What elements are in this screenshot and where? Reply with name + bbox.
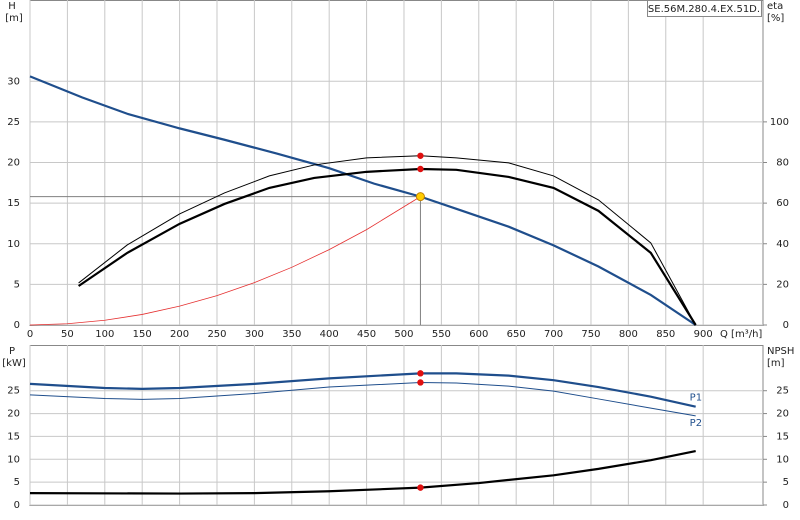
curve — [29, 196, 421, 326]
y2-tick-label: 60 — [776, 198, 789, 209]
x-tick-label: 850 — [656, 329, 675, 340]
y2-tick-label: 15 — [776, 431, 789, 442]
y-axis-label: P — [9, 346, 15, 357]
y2-tick-label: 10 — [776, 454, 789, 465]
x-tick-label: 800 — [619, 329, 638, 340]
x-tick-label: 500 — [394, 329, 413, 340]
y-tick-label: 15 — [7, 198, 20, 209]
y-tick-label: 15 — [7, 431, 20, 442]
y2-axis-label: NPSH — [767, 346, 794, 357]
x-tick-label: 50 — [61, 329, 74, 340]
y-tick-label: 0 — [14, 320, 20, 331]
plot-area — [29, 345, 764, 506]
y-tick-label: 20 — [7, 409, 20, 420]
y2-tick-label: 100 — [770, 117, 789, 128]
x-tick-label: 700 — [544, 329, 563, 340]
y2-tick-label: 40 — [776, 239, 789, 250]
x-tick-label: 300 — [245, 329, 264, 340]
y2-tick-label: 25 — [776, 386, 789, 397]
y2-tick-label: 0 — [783, 320, 789, 331]
y-axis-unit: [kW] — [2, 358, 26, 369]
y2-tick-label: 20 — [776, 279, 789, 290]
operating-point — [415, 192, 425, 202]
y-axis-label: H — [8, 1, 16, 12]
x-tick-label: 400 — [320, 329, 339, 340]
operating-point — [417, 484, 424, 491]
x-axis-label: Q [m³/h] — [720, 329, 762, 340]
y2-axis-label: eta — [767, 1, 783, 12]
operating-point — [417, 152, 424, 159]
y-tick-label: 10 — [7, 239, 20, 250]
x-tick-label: 550 — [432, 329, 451, 340]
y-tick-label: 5 — [14, 477, 20, 488]
curve — [29, 449, 696, 495]
title-box — [647, 0, 762, 17]
x-tick-label: 150 — [133, 329, 152, 340]
x-tick-label: 650 — [507, 329, 526, 340]
y2-tick-label: 0 — [783, 500, 789, 511]
x-tick-label: 350 — [282, 329, 301, 340]
y2-axis-unit: [%] — [767, 13, 784, 24]
series-label: P2 — [690, 418, 702, 429]
y-tick-label: 25 — [7, 117, 20, 128]
x-tick-label: 100 — [95, 329, 114, 340]
curve — [77, 167, 697, 326]
y2-tick-label: 5 — [783, 477, 789, 488]
chart-title: SE.56M.280.4.EX.51D. — [648, 4, 760, 15]
x-tick-label: 600 — [469, 329, 488, 340]
curve — [78, 155, 697, 326]
y-tick-label: 30 — [7, 76, 20, 87]
y-tick-label: 20 — [7, 158, 20, 169]
series-label: P1 — [690, 393, 702, 404]
x-tick-label: 200 — [170, 329, 189, 340]
x-tick-label: 0 — [27, 329, 33, 340]
y-axis-unit: [m] — [5, 13, 23, 24]
x-tick-label: 750 — [581, 329, 600, 340]
y2-tick-label: 20 — [776, 409, 789, 420]
y-tick-label: 10 — [7, 454, 20, 465]
y2-tick-label: 80 — [776, 158, 789, 169]
y-tick-label: 0 — [14, 500, 20, 511]
x-tick-label: 900 — [694, 329, 713, 340]
curve — [29, 75, 697, 326]
x-tick-label: 450 — [357, 329, 376, 340]
y2-axis-unit: [m] — [767, 358, 785, 369]
operating-point — [417, 165, 424, 173]
x-tick-label: 250 — [207, 329, 226, 340]
y-tick-label: 25 — [7, 386, 20, 397]
operating-point — [417, 370, 424, 377]
y-tick-label: 5 — [14, 279, 20, 290]
operating-point — [417, 379, 424, 386]
